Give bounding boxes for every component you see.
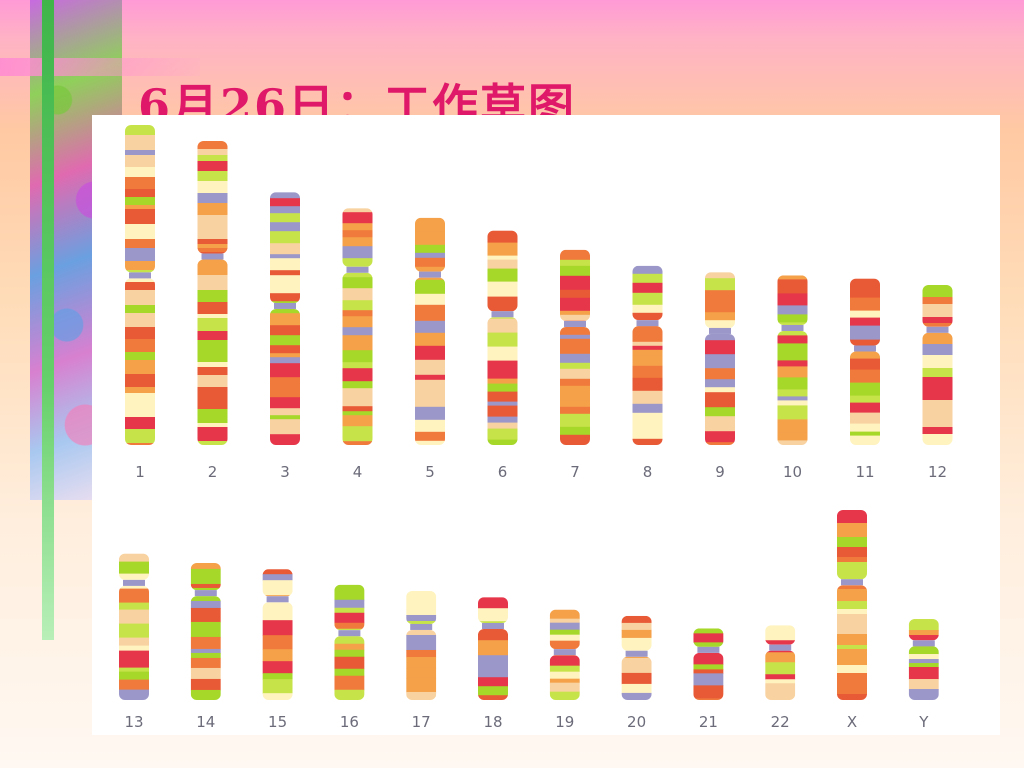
- chromosome-21: 21: [693, 628, 724, 731]
- chromosome-20: 20: [621, 615, 652, 731]
- chromosome-label: Y: [918, 713, 929, 731]
- chromosome-label: 11: [855, 463, 874, 481]
- chromosome-label: 5: [425, 463, 435, 481]
- chromosome-13: 13: [119, 553, 149, 731]
- chromosome-12: 12: [922, 285, 953, 481]
- chromosome-5: 5: [415, 217, 445, 481]
- chromosome-label: 4: [353, 463, 363, 481]
- chromosome-4: 4: [342, 208, 373, 481]
- centromere: [123, 579, 145, 586]
- chromosome-1: 1: [125, 125, 155, 481]
- centromere: [491, 311, 514, 318]
- centromere: [841, 579, 863, 586]
- centromere: [781, 324, 804, 331]
- chromosome-label: 14: [196, 713, 215, 731]
- chromosome-16: 16: [334, 584, 365, 731]
- chromosome-label: 6: [498, 463, 508, 481]
- chromosome-11: 11: [850, 278, 880, 481]
- chromosome-label: 19: [555, 713, 574, 731]
- centromere: [266, 596, 289, 603]
- chromosome-label: 2: [208, 463, 218, 481]
- centromere: [912, 640, 935, 647]
- chromosome-label: 16: [340, 713, 359, 731]
- centromere: [709, 327, 731, 334]
- chromosome-6: 6: [487, 230, 518, 481]
- centromere: [419, 271, 441, 278]
- centromere: [636, 320, 659, 327]
- centromere: [926, 326, 949, 333]
- centromere: [564, 320, 586, 327]
- chromosome-label: X: [847, 713, 857, 731]
- chromosome-10: 10: [777, 275, 808, 481]
- chromosome-label: 12: [928, 463, 947, 481]
- chromosome-18: 18: [478, 597, 508, 731]
- centromere: [410, 623, 433, 630]
- chromosome-9: 9: [705, 272, 735, 481]
- centromere: [697, 646, 720, 653]
- centromere: [769, 644, 792, 651]
- centromere: [625, 650, 648, 657]
- chromosome-2: 2: [197, 141, 228, 481]
- chromosome-label: 10: [783, 463, 802, 481]
- chromosome-3: 3: [270, 192, 300, 481]
- centromere: [482, 622, 504, 629]
- chromosome-x: X: [837, 510, 867, 731]
- chromosome-label: 21: [699, 713, 718, 731]
- chromosome-label: 15: [268, 713, 287, 731]
- chromosome-label: 9: [715, 463, 725, 481]
- chromosome-14: 14: [190, 562, 221, 731]
- chromosome-label: 1: [135, 463, 145, 481]
- chromosome-label: 8: [643, 463, 653, 481]
- centromere: [338, 630, 361, 637]
- centromere: [553, 649, 576, 656]
- centromere: [194, 590, 217, 597]
- chromosome-label: 18: [483, 713, 502, 731]
- chromosome-8: 8: [632, 265, 663, 481]
- centromere: [346, 266, 369, 273]
- chromosome-7: 7: [560, 249, 590, 481]
- chromosome-y: Y: [908, 619, 939, 731]
- karyotype-figure: 1 2 3 4 5 6 7 8 9 10 11 12 13 14 15 16 17 18 19 20 21 22 X Y: [92, 115, 1000, 735]
- centromere: [854, 345, 876, 352]
- centromere: [129, 272, 151, 279]
- chromosome-19: 19: [549, 609, 580, 731]
- centromere: [201, 253, 224, 260]
- chromosome-label: 22: [771, 713, 790, 731]
- centromere: [274, 302, 296, 309]
- chromosome-17: 17: [406, 590, 437, 731]
- chromosome-22: 22: [765, 625, 796, 731]
- chromosome-label: 20: [627, 713, 646, 731]
- decorative-green-bar: [42, 0, 54, 640]
- chromosome-label: 3: [280, 463, 290, 481]
- chromosome-label: 13: [124, 713, 143, 731]
- chromosome-label: 17: [412, 713, 431, 731]
- chromosome-15: 15: [262, 569, 293, 731]
- chromosome-label: 7: [570, 463, 580, 481]
